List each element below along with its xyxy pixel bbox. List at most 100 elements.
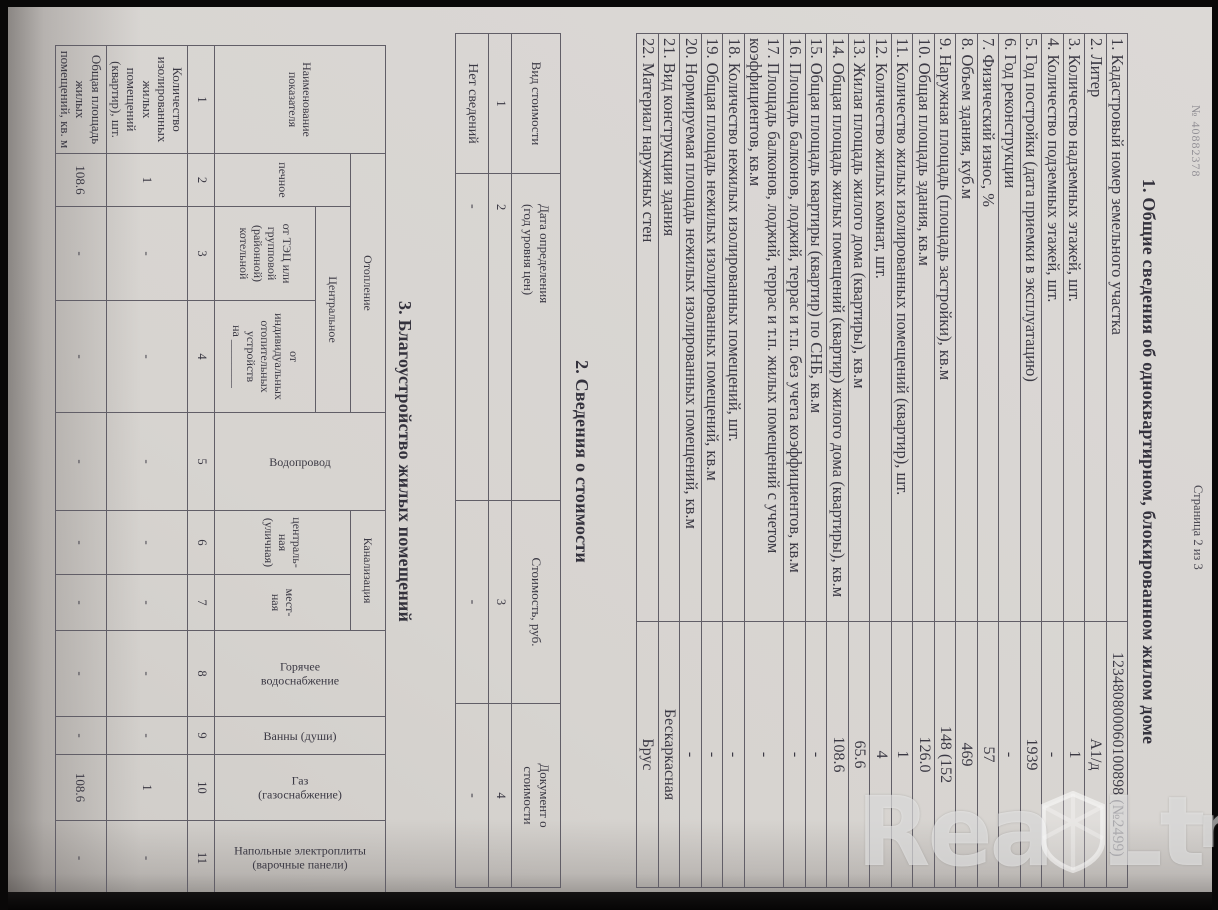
section1-title: 1. Общие сведения об одноквартирном, бло… [1139, 178, 1159, 745]
row-label: 6. Год реконструкции [998, 33, 1021, 622]
row-label: 2. Литер [1084, 33, 1107, 622]
column-number: 9 [187, 716, 215, 755]
table-row: 6. Год реконструкции - [998, 33, 1021, 888]
column-header-sewerage: Канализация [350, 510, 386, 631]
row-value: - [744, 621, 784, 888]
column-header-central-tec: от ТЭЦ или групповой (районной) котельно… [214, 206, 316, 301]
watermark-text: Rea [856, 776, 1055, 888]
table-row: 15. Общая площадь квартиры (квартир) по … [805, 33, 827, 888]
shield-icon [1041, 791, 1106, 873]
row-label: 11. Количество жилых изолированных помещ… [891, 33, 913, 622]
row-value: - [55, 820, 107, 896]
photo-edge-left [0, 0, 8, 910]
table-row: 12. Количество жилых комнат, шт. 4 [869, 33, 892, 888]
table-row: 19. Общая площадь нежилых изолированных … [701, 33, 723, 888]
table-row: 20. Нормируемая площадь нежилых изолиров… [679, 33, 702, 888]
photo-edge-top [0, 0, 1218, 7]
row-value: 108.6 [826, 621, 849, 888]
row-label: 14. Общая площадь жилых помещений (кварт… [826, 33, 849, 622]
row-value: - [106, 206, 188, 301]
column-header-gas: Газ (газоснабжение) [214, 754, 386, 821]
row-value: - [784, 621, 806, 888]
column-number: 6 [187, 510, 215, 575]
column-number: 4 [187, 300, 215, 413]
row-label: 12. Количество жилых комнат, шт. [869, 33, 892, 622]
column-header-water: Водопровод [214, 412, 386, 511]
table-row: 7. Физический износ, % 57 [977, 33, 999, 888]
table-header-row: Вид стоимости Дата определения (год уров… [511, 33, 561, 888]
column-number: 3 [187, 206, 215, 301]
table-row: 3. Количество надземных этажей, шт. 1 [1063, 33, 1085, 888]
table-row: 16. Площадь балконов, лоджий, террас и т… [784, 33, 806, 888]
table-row: 21. Вид конструкции здания Бескаркасная [658, 33, 680, 888]
table-row: Нет сведений - - - [455, 33, 489, 888]
row-value: - [679, 621, 702, 888]
row-value: Бескаркасная [658, 621, 680, 888]
row-value: - [701, 621, 723, 888]
row-value: - [455, 173, 489, 501]
row-value: - [106, 412, 188, 511]
column-number-row: 1 2 3 4 5 6 7 8 9 10 11 [187, 45, 215, 896]
row-value: - [455, 500, 489, 704]
section2-title: 2. Сведения о стоимости [572, 360, 593, 563]
table-row: 14. Общая площадь жилых помещений (кварт… [826, 33, 849, 888]
row-value: - [805, 621, 827, 888]
row-label: 7. Физический износ, % [977, 33, 999, 622]
column-header-electric-stoves: Напольные электроплиты (варочные панели) [214, 820, 386, 896]
row-label: 20. Нормируемая площадь нежилых изолиров… [679, 33, 702, 622]
row-label: 22. Материал наружных стен [636, 33, 659, 622]
row-label: 4. Количество подземных этажей, шт. [1041, 33, 1064, 622]
column-header: Стоимость, руб. [511, 500, 561, 704]
page-indicator: Страница 2 из 3 [1191, 485, 1205, 570]
column-number: 3 [488, 500, 512, 704]
row-value: - [722, 621, 745, 888]
table-row: 22. Материал наружных стен Брус [636, 33, 659, 888]
section3-table: Наименование показателя Отопление Водопр… [55, 45, 387, 896]
row-label: 19. Общая площадь нежилых изолированных … [701, 33, 723, 622]
table-row: 13. Жилая площадь жилого дома (квартиры)… [848, 33, 870, 888]
row-label: Количество изолированных жилых помещений… [106, 45, 188, 154]
table-header-row: Наименование показателя Отопление Водопр… [214, 45, 386, 896]
row-value: - [55, 630, 107, 717]
row-label: 8. Объем здания, куб.м [955, 33, 978, 622]
column-header-name: Наименование показателя [214, 45, 386, 154]
column-header-central-individual: от индивидуальных отопительных устройств… [214, 300, 316, 413]
row-value: - [106, 510, 188, 575]
row-value: - [55, 300, 107, 413]
row-value: - [106, 574, 188, 631]
column-number: 7 [187, 574, 215, 631]
column-number-row: 1 2 3 4 [488, 33, 512, 888]
column-header-sewer-local: мест- ная [214, 574, 351, 631]
column-number: 8 [187, 630, 215, 717]
row-label: 9. Наружная площадь (площадь застройки),… [934, 33, 956, 622]
column-number: 10 [187, 754, 215, 821]
row-label: 10. Общая площадь здания, кв.м [912, 33, 935, 622]
row-value: 1 [106, 153, 188, 207]
table-row: 17. Площадь балконов, лоджий, террас и т… [744, 33, 784, 888]
table-row: 8. Объем здания, куб.м 469 [955, 33, 978, 888]
table-row: 9. Наружная площадь (площадь застройки),… [934, 33, 956, 888]
watermark-text: Lt [1101, 776, 1205, 888]
column-header-central-heating: Центральное [315, 206, 351, 413]
column-header: Документ о стоимости [511, 703, 561, 888]
row-label: 16. Площадь балконов, лоджий, террас и т… [784, 33, 806, 622]
row-value: - [55, 510, 107, 575]
column-header: Вид стоимости [511, 33, 561, 174]
row-value: - [455, 703, 489, 888]
column-number: 1 [488, 33, 512, 174]
column-header-stove-heating: печное [214, 153, 351, 207]
row-label: 5. Год постройки (дата приемки в эксплуа… [1020, 33, 1042, 622]
row-value: - [55, 716, 107, 755]
table-row: Количество изолированных жилых помещений… [106, 45, 188, 896]
page-header: № 40882378 Страница 2 из 3 [1183, 33, 1211, 890]
column-number: 5 [187, 412, 215, 511]
column-number: 2 [187, 153, 215, 207]
section3-title: 3. Благоустройство жилых помещений [395, 300, 416, 623]
row-value: - [106, 716, 188, 755]
realt-watermark: Rea Lt r [857, 776, 1218, 888]
photo-edge-bottom [0, 892, 1218, 910]
photo-edge-right [1212, 0, 1218, 910]
table-row: 4. Количество подземных этажей, шт. - [1041, 33, 1064, 888]
